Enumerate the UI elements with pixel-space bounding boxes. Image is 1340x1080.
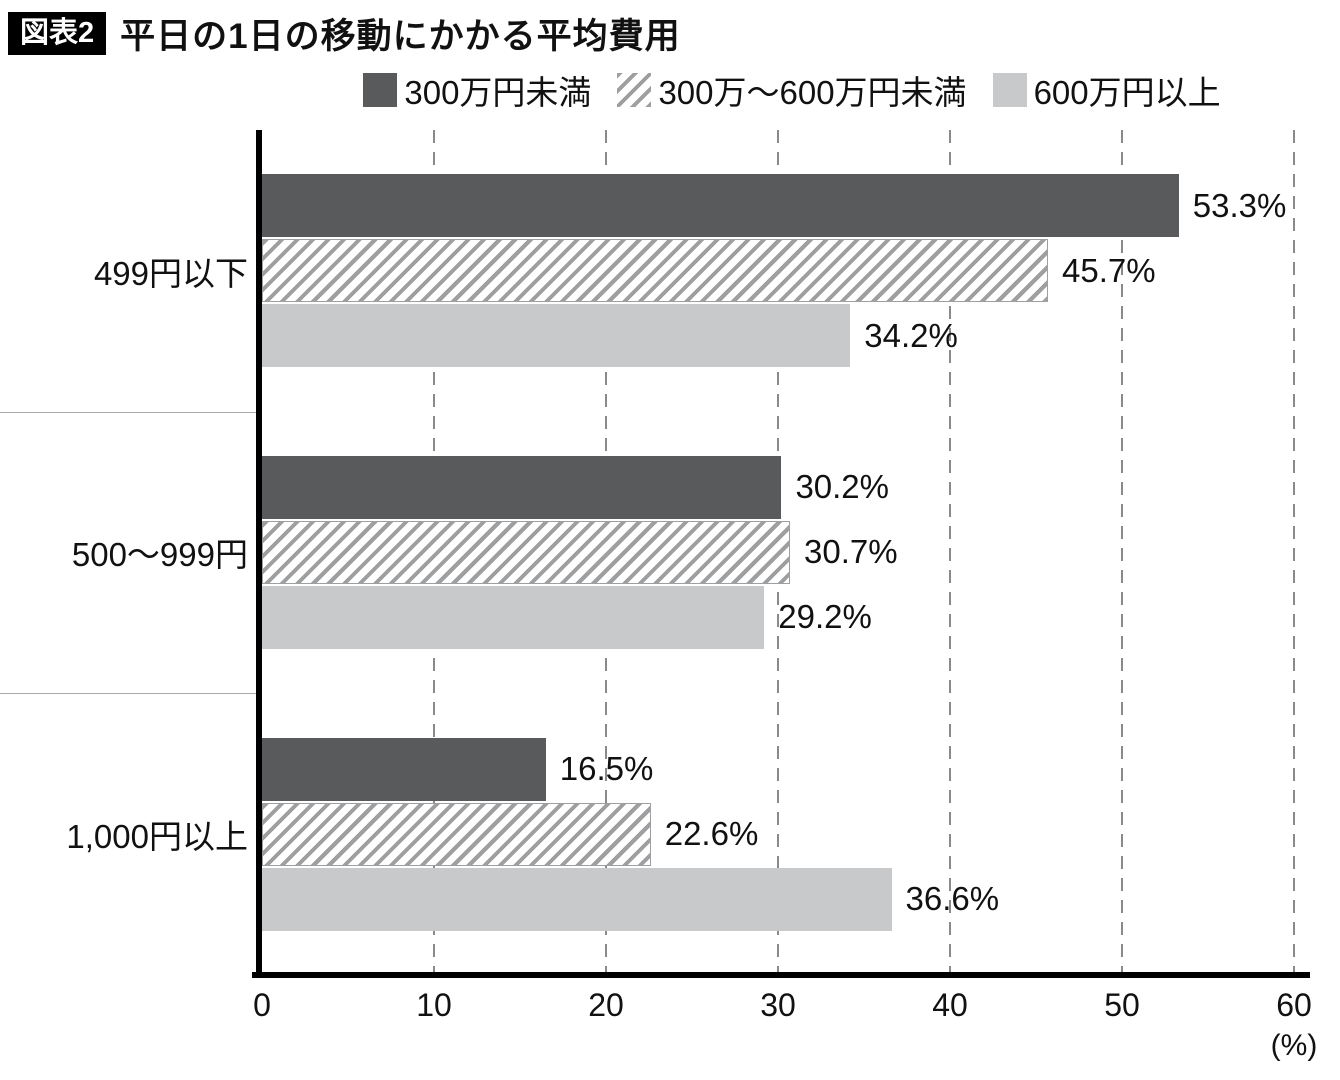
x-axis: [252, 972, 1310, 978]
figure-title: 平日の1日の移動にかかる平均費用: [120, 17, 681, 56]
legend-item-over-600: 600万円以上: [992, 66, 1221, 114]
bar-row: 30.7%: [262, 520, 1294, 584]
x-tick-label-40: 40: [932, 987, 968, 1023]
category-label-0: 499円以下: [93, 254, 248, 292]
group-separator: [0, 693, 259, 695]
bar-series2: [262, 867, 892, 931]
bar-group-1: 30.2% 30.7% 29.2%: [262, 412, 1294, 694]
bar-series2: [262, 585, 765, 649]
bar-series0: [262, 737, 546, 801]
legend-swatch-light: [992, 73, 1027, 107]
legend-item-under-300: 300万円未満: [363, 66, 591, 114]
bar-series1: [262, 802, 651, 866]
bar-row: 45.7%: [262, 239, 1294, 303]
legend-label-over-600: 600万円以上: [1033, 74, 1221, 111]
bar-row: 16.5%: [262, 737, 1294, 801]
x-tick-label-30: 30: [760, 987, 796, 1023]
bar-value-label: 45.7%: [1062, 251, 1156, 289]
bar-row: 30.2%: [262, 455, 1294, 519]
bar-value-label: 34.2%: [864, 316, 958, 354]
category-label-2: 1,000円以上: [66, 818, 248, 856]
plot-area: (%) 0 10 20 30 40 50 60 53.3% 45.7% 34.2% 30.2% 30.…: [252, 130, 1317, 1062]
category-label-1: 500〜999円: [71, 536, 248, 574]
bar-row: 36.6%: [262, 867, 1294, 931]
bar-series2: [262, 304, 851, 368]
bar-series0: [262, 174, 1179, 238]
x-tick-label-50: 50: [1104, 987, 1140, 1023]
gridline-50: [1121, 130, 1123, 975]
bar-value-label: 16.5%: [559, 750, 654, 788]
category-labels: 499円以下 500〜999円 1,000円以上: [0, 130, 248, 975]
bar-value-label: 22.6%: [664, 815, 759, 853]
legend-label-300-600: 300万〜600万円未満: [658, 74, 967, 111]
bar-series1: [262, 239, 1049, 303]
legend-swatch-hatch: [617, 73, 652, 107]
x-axis-unit: (%): [1270, 1029, 1318, 1062]
figure-tag: 図表2: [8, 11, 107, 56]
bar-row: 53.3%: [262, 174, 1294, 238]
bar-row: 34.2%: [262, 304, 1294, 368]
bar-value-label: 30.2%: [795, 468, 890, 506]
gridline-60: [1293, 130, 1295, 975]
bar-value-label: 36.6%: [905, 880, 1000, 918]
bar-value-label: 53.3%: [1192, 186, 1287, 224]
legend: 300万円未満 300万〜600万円未満 600万円以上: [262, 66, 1322, 114]
chart: 499円以下 500〜999円 1,000円以上 (%) 0 10 20 30 40 50 60…: [0, 130, 1340, 1062]
legend-swatch-dark: [363, 73, 398, 107]
bar-series0: [262, 455, 782, 519]
bar-series1: [262, 520, 791, 584]
bar-group-2: 16.5% 22.6% 36.6%: [262, 693, 1294, 975]
group-separator: [0, 411, 259, 413]
x-tick-label-20: 20: [588, 987, 624, 1023]
figure-header: 図表2 平日の1日の移動にかかる平均費用: [8, 8, 681, 59]
y-axis: [256, 130, 262, 978]
bar-row: 29.2%: [262, 585, 1294, 649]
x-tick-label-10: 10: [416, 987, 452, 1023]
gridline-40: [949, 130, 951, 975]
bar-row: 22.6%: [262, 802, 1294, 866]
bar-value-label: 30.7%: [804, 533, 898, 571]
bar-group-0: 53.3% 45.7% 34.2%: [262, 130, 1294, 412]
x-tick-label-60: 60: [1276, 987, 1312, 1023]
legend-item-300-600: 300万〜600万円未満: [617, 66, 967, 114]
x-tick-label-0: 0: [253, 987, 271, 1023]
bar-value-label: 29.2%: [778, 598, 872, 636]
legend-label-under-300: 300万円未満: [404, 74, 592, 111]
